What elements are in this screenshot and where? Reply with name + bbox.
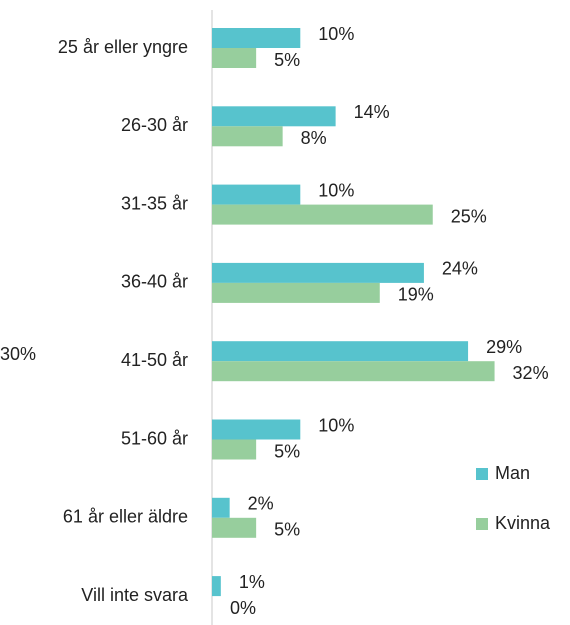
bar: [212, 106, 336, 127]
value-label: 25%: [451, 206, 487, 226]
bar: [212, 126, 283, 147]
bar: [212, 497, 230, 518]
value-label: 10%: [318, 415, 354, 435]
category-label: Vill inte svara: [81, 585, 189, 605]
bar: [212, 48, 257, 68]
value-label: 2%: [248, 494, 274, 514]
bar: [212, 28, 301, 48]
value-label: 24%: [442, 259, 478, 279]
category-label: 25 år eller yngre: [58, 37, 188, 57]
value-label: 0%: [230, 598, 256, 618]
value-label: 29%: [486, 337, 522, 357]
bar: [212, 517, 257, 538]
value-label: 5%: [274, 520, 300, 540]
value-label: 10%: [318, 24, 354, 44]
legend-label: Kvinna: [495, 513, 551, 533]
bar: [212, 262, 424, 283]
category-label: 41-50 år: [121, 350, 188, 370]
value-label: 10%: [318, 180, 354, 200]
category-label: 61 år eller äldre: [63, 507, 188, 527]
legend-swatch: [476, 518, 488, 530]
value-label: 19%: [398, 285, 434, 305]
clipped-label: 30%: [0, 344, 36, 364]
legend-swatch: [476, 468, 488, 480]
bar: [212, 576, 221, 597]
value-label: 32%: [513, 363, 549, 383]
value-label: 5%: [274, 50, 300, 70]
category-label: 51-60 år: [121, 428, 188, 448]
category-label: 26-30 år: [121, 115, 188, 135]
bar: [212, 341, 469, 362]
bar: [212, 361, 495, 382]
value-label: 8%: [301, 128, 327, 148]
bar: [212, 204, 433, 225]
legend-label: Man: [495, 463, 530, 483]
bar: [212, 282, 380, 303]
value-label: 5%: [274, 441, 300, 461]
bar: [212, 184, 301, 205]
bar: [212, 439, 257, 460]
category-label: 31-35 år: [121, 193, 188, 213]
value-label: 1%: [239, 572, 265, 592]
value-label: 14%: [354, 102, 390, 122]
bar: [212, 419, 301, 440]
category-label: 36-40 år: [121, 272, 188, 292]
